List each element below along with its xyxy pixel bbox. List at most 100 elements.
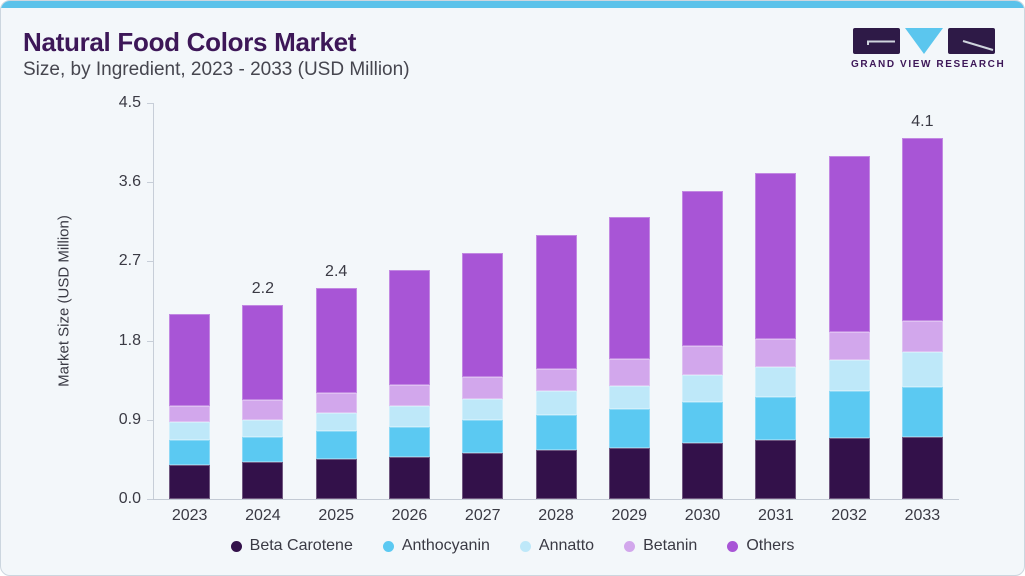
bar-segment-betanin[interactable] xyxy=(535,368,577,391)
bar-segment-anthocyanin[interactable] xyxy=(828,390,870,439)
bar-segment-betanin[interactable] xyxy=(315,393,357,413)
legend-item-betanin[interactable]: Betanin xyxy=(624,537,697,555)
bar-segment-betanin[interactable] xyxy=(242,400,284,420)
bar-segment-beta-carotene[interactable] xyxy=(608,447,650,499)
bar-segment-anthocyanin[interactable] xyxy=(169,440,211,465)
bar-segment-others[interactable] xyxy=(242,305,284,401)
bar-segment-annatto[interactable] xyxy=(828,359,870,391)
bar-segment-anthocyanin[interactable] xyxy=(535,414,577,450)
stacked-bar-2026[interactable] xyxy=(388,270,430,499)
legend-dot-icon xyxy=(382,540,394,552)
top-accent-bar xyxy=(1,1,1024,8)
bar-segment-annatto[interactable] xyxy=(901,352,943,388)
bar-segment-others[interactable] xyxy=(755,173,797,339)
x-tick-label-2029: 2029 xyxy=(611,507,648,524)
legend-dot-icon xyxy=(519,540,531,552)
page-title: Natural Food Colors Market xyxy=(23,27,357,57)
bar-segment-annatto[interactable] xyxy=(169,421,211,441)
bar-segment-beta-carotene[interactable] xyxy=(388,456,430,499)
bar-segment-anthocyanin[interactable] xyxy=(901,387,943,437)
stacked-bar-2031[interactable] xyxy=(755,173,797,499)
bar-segment-betanin[interactable] xyxy=(755,338,797,368)
bar-segment-anthocyanin[interactable] xyxy=(388,426,430,457)
bar-segment-annatto[interactable] xyxy=(682,374,724,403)
stacked-bar-2025[interactable] xyxy=(315,287,357,499)
bar-segment-betanin[interactable] xyxy=(608,359,650,386)
bar-segment-others[interactable] xyxy=(535,235,577,369)
bar-segment-annatto[interactable] xyxy=(462,398,504,420)
stacked-bar-2033[interactable] xyxy=(901,138,943,499)
bar-segment-anthocyanin[interactable] xyxy=(315,431,357,459)
stacked-bar-2032[interactable] xyxy=(828,155,870,499)
legend-label: Others xyxy=(746,537,795,554)
y-tick-label: 3.6 xyxy=(118,173,141,191)
bar-segment-beta-carotene[interactable] xyxy=(755,440,797,499)
bar-segment-anthocyanin[interactable] xyxy=(755,396,797,441)
bar-segment-beta-carotene[interactable] xyxy=(462,453,504,499)
y-tick-label: 0.0 xyxy=(118,490,141,507)
bar-segment-betanin[interactable] xyxy=(169,405,211,422)
logo-r-block xyxy=(948,28,995,54)
stacked-bar-2027[interactable] xyxy=(462,252,504,499)
bar-segment-betanin[interactable] xyxy=(682,345,724,375)
bar-segment-others[interactable] xyxy=(169,314,211,406)
bar-segment-beta-carotene[interactable] xyxy=(169,464,211,499)
bar-segment-others[interactable] xyxy=(682,191,724,346)
y-tick-label: 1.8 xyxy=(118,331,141,349)
legend-item-anthocyanin[interactable]: Anthocyanin xyxy=(382,537,490,555)
x-tick-label-2027: 2027 xyxy=(464,507,501,524)
legend-item-others[interactable]: Others xyxy=(727,537,794,555)
legend-dot-icon xyxy=(727,540,739,552)
bar-segment-anthocyanin[interactable] xyxy=(462,419,504,454)
logo-v-triangle xyxy=(905,28,943,54)
bar-segment-annatto[interactable] xyxy=(535,390,577,415)
bar-segment-beta-carotene[interactable] xyxy=(315,458,357,499)
bar-segment-others[interactable] xyxy=(315,287,357,394)
legend-label: Anthocyanin xyxy=(401,537,490,554)
legend-label: Beta Carotene xyxy=(249,537,353,554)
bar-value-label: 2.2 xyxy=(251,280,275,298)
stacked-bar-2030[interactable] xyxy=(682,191,724,499)
stacked-bar-2028[interactable] xyxy=(535,235,577,499)
x-tick-label-2026: 2026 xyxy=(391,507,428,524)
bar-segment-beta-carotene[interactable] xyxy=(242,462,284,499)
bar-segment-beta-carotene[interactable] xyxy=(682,442,724,499)
x-tick-label-2025: 2025 xyxy=(318,507,354,524)
stacked-bar-2029[interactable] xyxy=(608,217,650,499)
bar-segment-beta-carotene[interactable] xyxy=(535,449,577,499)
bar-segment-anthocyanin[interactable] xyxy=(682,402,724,443)
bar-segment-annatto[interactable] xyxy=(755,367,797,397)
bar-segment-anthocyanin[interactable] xyxy=(608,409,650,448)
legend-label: Annatto xyxy=(538,537,595,554)
bar-segment-anthocyanin[interactable] xyxy=(242,437,284,463)
bar-segment-others[interactable] xyxy=(462,252,504,377)
bar-segment-others[interactable] xyxy=(608,217,650,360)
bar-segment-others[interactable] xyxy=(901,138,943,322)
bar-value-label: 4.1 xyxy=(911,113,934,131)
logo-r-glyph xyxy=(962,40,994,51)
bar-segment-betanin[interactable] xyxy=(828,331,870,360)
bar-segment-betanin[interactable] xyxy=(462,376,504,399)
grand-view-research-logo: GRAND VIEW RESEARCH xyxy=(851,28,1004,70)
bar-segment-betanin[interactable] xyxy=(388,384,430,406)
bar-segment-others[interactable] xyxy=(388,270,430,385)
legend-item-annatto[interactable]: Annatto xyxy=(519,537,595,555)
stacked-bar-2023[interactable] xyxy=(169,314,211,499)
bar-segment-beta-carotene[interactable] xyxy=(901,436,943,499)
x-tick-label-2033: 2033 xyxy=(904,507,941,524)
y-axis-line xyxy=(153,103,154,499)
legend-label: Betanin xyxy=(643,537,698,554)
plot-area: 2.2 2.4 4.1 xyxy=(153,103,959,499)
bar-segment-beta-carotene[interactable] xyxy=(828,438,870,499)
legend-item-beta-carotene[interactable]: Beta Carotene xyxy=(230,537,353,555)
bar-segment-betanin[interactable] xyxy=(901,321,943,353)
bar-segment-others[interactable] xyxy=(828,155,870,332)
y-axis-title: Market Size (USD Million) xyxy=(55,215,73,387)
bar-segment-annatto[interactable] xyxy=(242,419,284,438)
y-tick-mark xyxy=(147,419,153,421)
bar-segment-annatto[interactable] xyxy=(315,412,357,432)
page-subtitle: Size, by Ingredient, 2023 - 2033 (USD Mi… xyxy=(23,59,410,80)
bar-segment-annatto[interactable] xyxy=(388,405,430,427)
stacked-bar-2024[interactable] xyxy=(242,305,284,499)
bar-segment-annatto[interactable] xyxy=(608,385,650,410)
